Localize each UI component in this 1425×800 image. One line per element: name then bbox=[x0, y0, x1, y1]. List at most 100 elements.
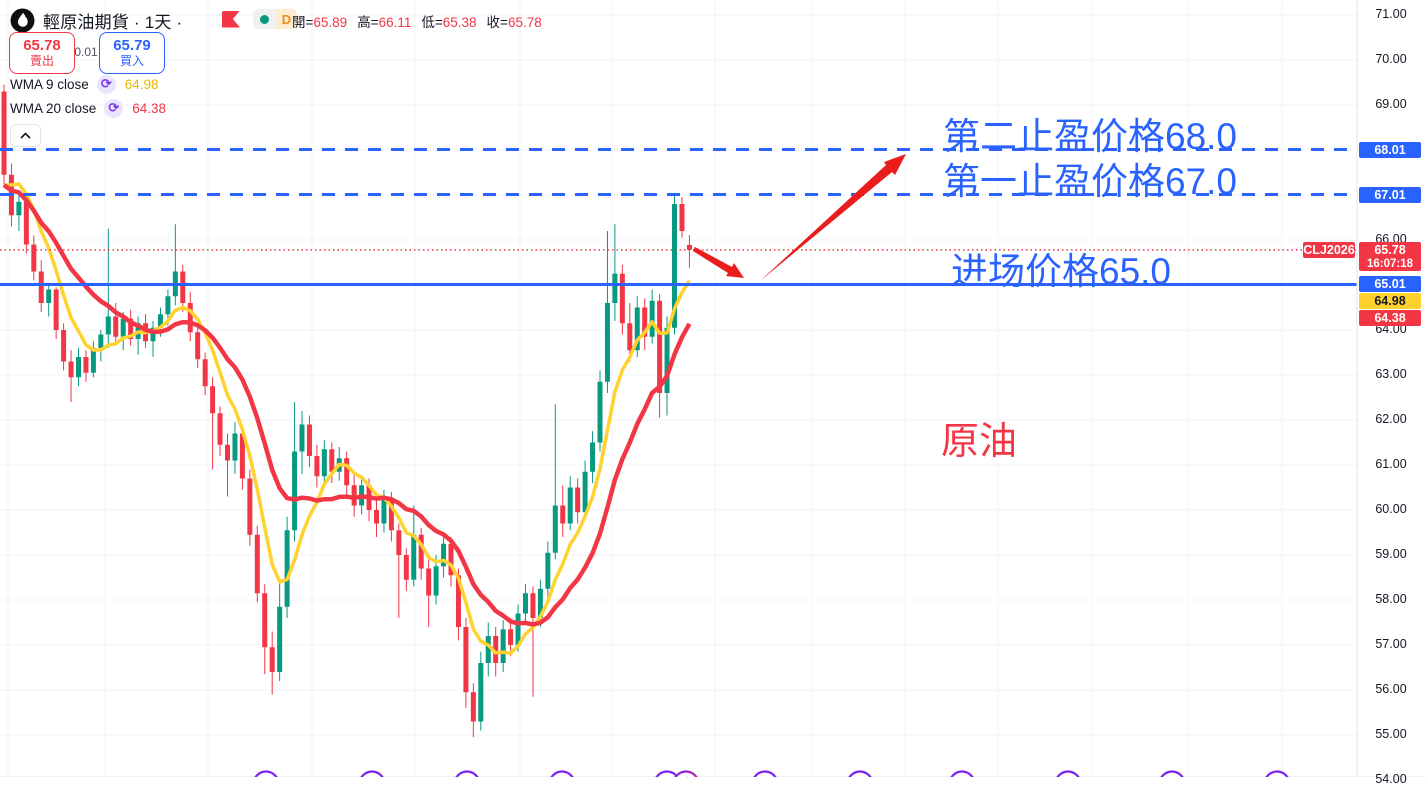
candle-body bbox=[403, 555, 409, 580]
candle-body bbox=[530, 593, 536, 618]
price-tick-label: 55.00 bbox=[1375, 727, 1407, 741]
price-tick-label: 59.00 bbox=[1375, 547, 1407, 561]
candle-body bbox=[277, 606, 283, 672]
candle-body bbox=[239, 433, 245, 479]
ohlc-item: 低=65.38 bbox=[421, 11, 476, 31]
price-tick-label: 56.00 bbox=[1375, 682, 1407, 696]
candle-body bbox=[493, 636, 499, 663]
candle-body bbox=[38, 271, 44, 303]
take-profit-1-annotation[interactable]: 第一止盈价格67.0 bbox=[943, 161, 1238, 202]
candle-body bbox=[418, 534, 424, 569]
candle-body bbox=[508, 629, 514, 645]
ohlc-value: 65.89 bbox=[313, 15, 348, 30]
candle-body bbox=[463, 627, 469, 693]
pointer-arrow[interactable] bbox=[693, 247, 744, 278]
candle-body bbox=[642, 307, 648, 337]
candle-body bbox=[157, 314, 163, 328]
candle-body bbox=[292, 451, 298, 531]
refresh-icon[interactable]: ⟳ bbox=[104, 98, 124, 118]
broker-k-icon[interactable] bbox=[222, 10, 240, 28]
indicator-legend-wma9[interactable]: WMA 9 close ⟳ 64.98 bbox=[10, 74, 159, 94]
price-badge: 65.78 16:07:18 bbox=[1359, 242, 1421, 271]
wma20-line bbox=[2, 183, 692, 627]
ohlc-value: 65.78 bbox=[507, 15, 542, 30]
sell-button[interactable]: 65.78 賣出 bbox=[9, 32, 75, 74]
refresh-icon[interactable]: ⟳ bbox=[96, 74, 116, 94]
ohlc-item: 高=66.11 bbox=[357, 11, 411, 31]
candle-body bbox=[374, 510, 379, 524]
candle-body bbox=[478, 663, 484, 722]
candle-body bbox=[329, 449, 335, 472]
candle-body bbox=[187, 303, 193, 333]
candle-body bbox=[411, 534, 417, 580]
price-tick-label: 57.00 bbox=[1375, 637, 1407, 651]
price-tick-label: 69.00 bbox=[1375, 97, 1407, 111]
candle-body bbox=[523, 593, 528, 614]
indicator-legend-wma20[interactable]: WMA 20 close ⟳ 64.38 bbox=[10, 98, 166, 118]
symbol-title[interactable]: 輕原油期貨 · 1天 · bbox=[43, 12, 183, 32]
price-axis[interactable]: 71.00 70.00 69.00 66.00 64.00 63.00 62.00 61.00… bbox=[1357, 0, 1425, 786]
candle-body bbox=[113, 316, 119, 337]
candle-body bbox=[31, 244, 37, 272]
crude-oil-annotation[interactable]: 原油 bbox=[941, 421, 1018, 463]
ohlc-value: 65.38 bbox=[442, 15, 477, 30]
candle-body bbox=[470, 692, 476, 722]
candle-body bbox=[1, 91, 7, 175]
candle-body bbox=[597, 381, 603, 443]
candle-body bbox=[165, 296, 171, 315]
price-tick-label: 70.00 bbox=[1375, 52, 1407, 66]
ohlc-value: 66.11 bbox=[378, 15, 412, 30]
price-tick-label: 61.00 bbox=[1375, 457, 1407, 471]
candle-body bbox=[686, 244, 692, 250]
collapse-legend-button[interactable] bbox=[10, 124, 41, 147]
candle-body bbox=[53, 289, 59, 330]
candle-body bbox=[90, 348, 96, 373]
buy-button[interactable]: 65.79 買入 bbox=[99, 32, 165, 74]
chevron-up-icon bbox=[20, 132, 31, 139]
candle-body bbox=[649, 300, 655, 337]
contract-tag: CLJ2026 bbox=[1303, 242, 1355, 258]
candle-body bbox=[448, 543, 454, 576]
candle-body bbox=[515, 613, 521, 645]
price-tick-label: 58.00 bbox=[1375, 592, 1407, 606]
candle-body bbox=[254, 534, 260, 594]
indicator-name: WMA 20 close bbox=[10, 100, 97, 116]
candle-body bbox=[46, 289, 52, 303]
ohlc-label: 高= bbox=[357, 15, 379, 30]
candle-body bbox=[627, 323, 633, 351]
candle-body bbox=[381, 498, 387, 524]
candle-body bbox=[672, 204, 677, 328]
take-profit-2-annotation[interactable]: 第二止盈价格68.0 bbox=[943, 116, 1238, 157]
entry-price-annotation[interactable]: 进场价格65.0 bbox=[951, 251, 1172, 292]
candle-body bbox=[560, 505, 566, 524]
candle-body bbox=[537, 588, 543, 618]
ohlc-label: 開= bbox=[292, 15, 314, 30]
indicator-value: 64.38 bbox=[132, 100, 167, 116]
price-tick-label: 63.00 bbox=[1375, 367, 1407, 381]
candle-body bbox=[195, 332, 201, 360]
candle-body bbox=[575, 487, 581, 513]
candle-body bbox=[284, 530, 290, 607]
candle-body bbox=[455, 575, 461, 627]
candle-body bbox=[314, 456, 320, 477]
candle-body bbox=[262, 593, 268, 648]
candles bbox=[1, 84, 692, 738]
trend-arrow[interactable] bbox=[760, 154, 906, 281]
candle-body bbox=[582, 471, 588, 513]
market-status-icon bbox=[253, 9, 276, 29]
candle-body bbox=[98, 334, 104, 348]
sell-price: 65.78 bbox=[23, 37, 61, 55]
indicator-name: WMA 9 close bbox=[10, 76, 89, 92]
candle-body bbox=[426, 568, 432, 596]
candle-body bbox=[344, 458, 350, 486]
time-axis[interactable] bbox=[0, 777, 1425, 800]
candle-body bbox=[619, 273, 625, 324]
price-tick-label: 54.00 bbox=[1375, 772, 1407, 786]
ohlc-label: 低= bbox=[421, 15, 443, 30]
ohlc-label: 收= bbox=[486, 15, 508, 30]
candle-body bbox=[657, 300, 663, 393]
candle-body bbox=[61, 330, 67, 362]
candle-body bbox=[150, 327, 156, 342]
crude-oil-logo-icon bbox=[10, 8, 35, 32]
